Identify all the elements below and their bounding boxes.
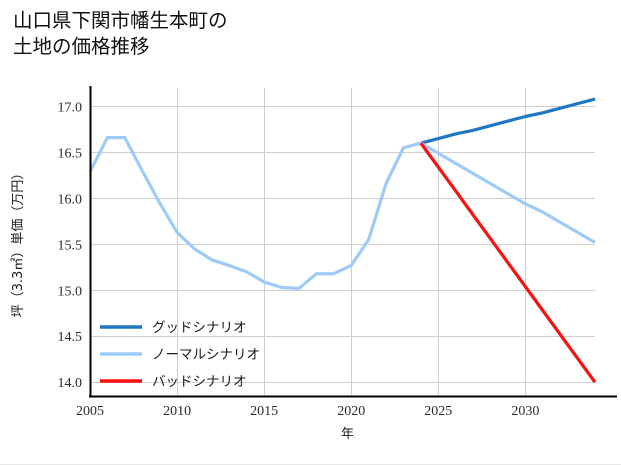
y-tick-label: 15.5 xyxy=(58,238,83,253)
data-series-group xyxy=(88,97,597,384)
series-line-グッドシナリオ xyxy=(420,97,596,145)
y-gridlines xyxy=(90,106,595,383)
x-axis-title: 年 xyxy=(341,427,354,442)
legend-label-バッドシナリオ: バッドシナリオ xyxy=(152,374,247,390)
x-tick-label: 2030 xyxy=(511,404,539,419)
y-tick-labels: 14.0 14.5 15.0 15.5 16.0 16.5 17.0 xyxy=(58,100,83,391)
x-tick-label: 2005 xyxy=(76,404,104,419)
x-tick-labels: 2005 2010 2015 2020 2025 2030 xyxy=(76,404,539,419)
y-axis-title: 坪（3.3㎡）単価（万円） xyxy=(10,167,26,318)
legend-label-グッドシナリオ: グッドシナリオ xyxy=(152,320,247,336)
chart-title-line-2: 土地の価格推移 xyxy=(13,36,150,58)
x-tick-label: 2025 xyxy=(424,404,452,419)
chart-title-line-1: 山口県下関市幡生本町の xyxy=(13,10,228,32)
chart-title: 山口県下関市幡生本町の 土地の価格推移 xyxy=(13,8,573,60)
y-tick-label: 16.5 xyxy=(58,146,83,161)
y-tick-label: 15.0 xyxy=(58,284,83,299)
x-tick-label: 2015 xyxy=(250,404,278,419)
axis-spines xyxy=(89,86,617,398)
y-tick-label: 17.0 xyxy=(58,100,83,115)
x-tick-label: 2020 xyxy=(337,404,365,419)
y-tick-label: 14.5 xyxy=(58,330,83,345)
series-line-バッドシナリオ xyxy=(419,142,597,384)
legend-label-ノーマルシナリオ: ノーマルシナリオ xyxy=(152,347,260,363)
y-tick-label: 14.0 xyxy=(58,376,83,391)
x-tick-label: 2010 xyxy=(163,404,191,419)
y-tick-label: 16.0 xyxy=(58,192,83,207)
series-line-ノーマルシナリオ xyxy=(88,136,596,291)
